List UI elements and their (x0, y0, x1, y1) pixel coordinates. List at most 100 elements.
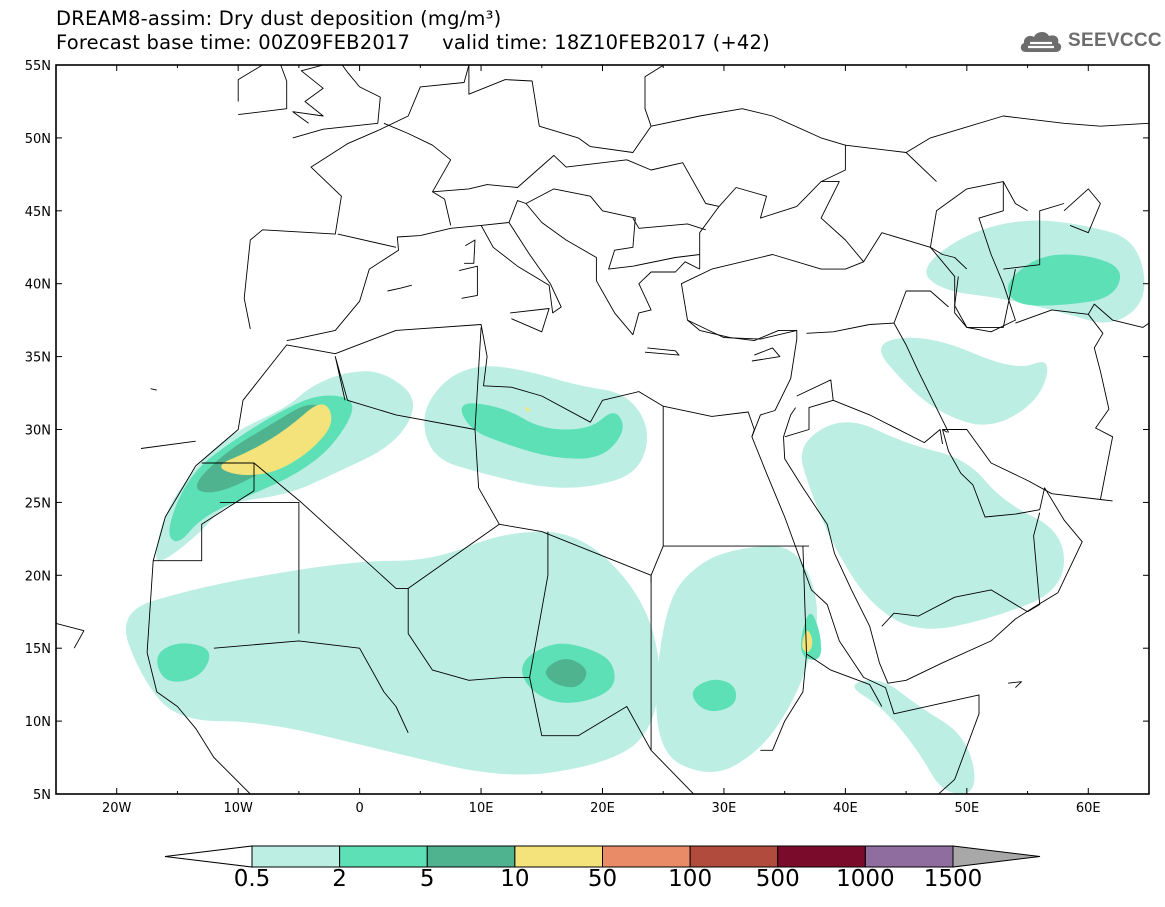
lat-tick-label: 5N (33, 788, 51, 803)
boundary-line (751, 347, 781, 362)
boundary-line (529, 531, 652, 751)
boundary-line (383, 122, 452, 226)
colorbar-label: 5 (419, 866, 435, 892)
boundary-line (632, 217, 706, 231)
boundary-line (893, 290, 949, 324)
boundary-line (1087, 303, 1149, 328)
colorbar-swatch (864, 845, 954, 868)
boundary-line (56, 622, 85, 649)
cloud-logo-icon (1020, 31, 1062, 52)
lon-tick-label: 10E (469, 801, 494, 816)
boundary-line (334, 356, 500, 525)
dust-field (157, 643, 210, 682)
lat-tick-label: 35N (25, 351, 51, 366)
boundary-line (930, 246, 968, 270)
colorbar-label: 2 (332, 866, 347, 892)
colorbar-label: 10 (500, 866, 530, 892)
boundary-line (243, 65, 470, 329)
boundary-line (219, 501, 300, 634)
dust-field (525, 407, 530, 413)
lat-tick-label: 15N (25, 642, 51, 657)
boundary-line (146, 324, 980, 794)
colorbar-swatch (514, 845, 603, 868)
boundary-line (699, 181, 864, 270)
boundary-line (140, 440, 196, 449)
dust-field (881, 337, 1048, 425)
boundary-line (751, 410, 776, 437)
boundary-line (459, 265, 478, 299)
boundary-line (387, 284, 412, 292)
lon-tick-label: 30E (712, 801, 737, 816)
boundary-line (651, 108, 846, 183)
boundary-line (286, 200, 700, 342)
lon-tick-label: 40E (833, 801, 858, 816)
boundary-line (783, 429, 1113, 684)
boundary-line (845, 115, 1149, 153)
boundary-line (146, 652, 252, 794)
boundary-line (1003, 203, 1065, 270)
boundary-line (760, 653, 807, 751)
map-subtitle: Forecast base time: 00Z09FEB2017 valid t… (56, 31, 770, 54)
lon-tick-label: 20W (102, 801, 132, 816)
boundary-line (783, 407, 796, 437)
colorbar-swatch (689, 845, 779, 868)
boundary-line (1027, 512, 1041, 613)
boundary-line (153, 462, 255, 562)
colorbar-label: 1000 (836, 866, 895, 892)
boundary-line (833, 399, 943, 445)
dust-field (854, 680, 975, 794)
boundary-line (905, 152, 937, 182)
boundary-line (802, 546, 883, 707)
boundary-line (687, 319, 797, 342)
dust-field (125, 531, 660, 775)
lat-tick-label: 25N (25, 496, 51, 511)
boundary-line (407, 588, 530, 681)
boundary-line (1063, 188, 1101, 234)
lat-tick-label: 30N (25, 424, 51, 439)
lat-tick-label: 40N (25, 278, 51, 293)
axis-ticks: 20W 10W 0 10E 20E 30E 40E 50E 60E 55N 50N 45N 40N 35N… (25, 59, 1150, 816)
colorbar-label: 500 (755, 866, 800, 892)
boundary-line (680, 232, 1016, 411)
lat-tick-label: 45N (25, 205, 51, 220)
boundary-line (734, 65, 761, 66)
boundary-line (468, 65, 665, 153)
colorbar (164, 845, 1041, 868)
lon-tick-label: 20E (590, 801, 615, 816)
boundary-line (213, 640, 409, 733)
boundary-line (784, 379, 834, 438)
lon-tick-label: 10W (223, 801, 253, 816)
dust-field (545, 659, 587, 688)
colorbar-swatch (339, 845, 428, 868)
dust-contour-fields (125, 220, 1145, 794)
lat-tick-label: 55N (25, 59, 51, 74)
dust-field (656, 546, 818, 773)
boundary-line (881, 589, 1028, 627)
boundary-line (525, 188, 700, 270)
lon-tick-label: 60E (1076, 801, 1101, 816)
dust-field (221, 404, 332, 476)
lat-tick-label: 10N (25, 715, 51, 730)
boundary-line (237, 65, 288, 116)
boundary-line (942, 429, 948, 433)
boundary-line (337, 233, 397, 248)
lon-tick-label: 50E (954, 801, 979, 816)
lat-tick-label: 50N (25, 132, 51, 147)
boundary-line (432, 154, 720, 207)
map-title: DREAM8-assim: Dry dust deposition (mg/m³… (56, 7, 502, 30)
dust-field (801, 422, 1064, 629)
dust-field (802, 630, 813, 652)
dust-field (461, 403, 623, 459)
boundary-line (253, 462, 652, 589)
lon-tick-label: 0 (355, 801, 363, 816)
boundary-line (644, 347, 680, 356)
coastlines-and-borders (56, 65, 1149, 794)
boundary-line (480, 222, 562, 314)
colorbar-swatch (602, 845, 691, 868)
boundary-line (474, 327, 482, 430)
boundary-line (464, 239, 476, 264)
dust-field (692, 679, 737, 712)
colorbar-over-arrow (952, 845, 1041, 868)
dust-field (1007, 254, 1121, 306)
